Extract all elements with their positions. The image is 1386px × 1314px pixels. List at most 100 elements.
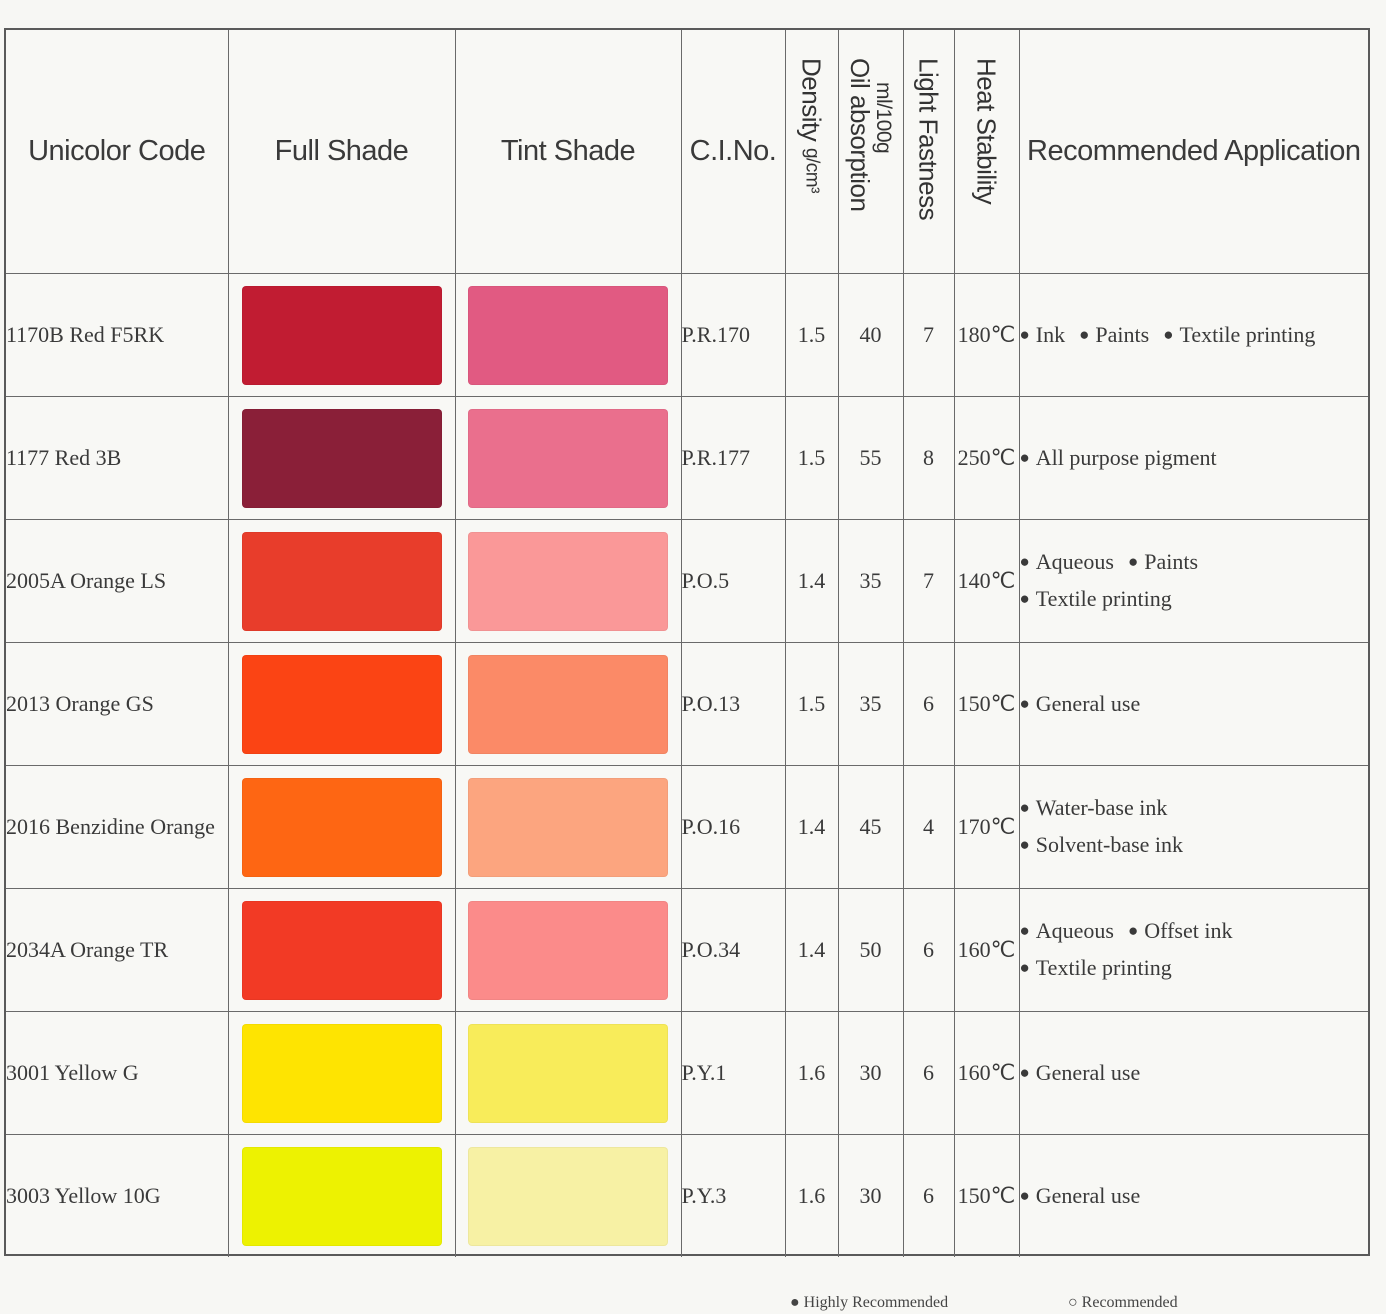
unicolor-code-cell: 3003 Yellow 10G bbox=[6, 1134, 229, 1257]
density-cell: 1.5 bbox=[784, 642, 839, 766]
legend-hollow-dot-icon: ○ bbox=[1068, 1294, 1078, 1311]
application-line: ● Textile printing bbox=[1020, 581, 1369, 618]
application-label: Aqueous bbox=[1035, 549, 1114, 574]
application-cell: ● Aqueous ● Paints ● Textile printing bbox=[1018, 519, 1369, 643]
legend-recommended-label: Recommended bbox=[1081, 1294, 1178, 1311]
heat-stability-cell: 170℃ bbox=[953, 765, 1020, 889]
tint-shade-cell bbox=[454, 273, 682, 397]
ci-no-cell: P.R.170 bbox=[680, 273, 786, 397]
application-cell: ● General use bbox=[1018, 1134, 1368, 1257]
legend: ● Highly Recommended ○ Recommended bbox=[0, 1294, 1386, 1314]
density-cell: 1.4 bbox=[784, 765, 839, 889]
density-cell: 1.5 bbox=[784, 273, 839, 397]
table-row: 2013 Orange GS P.O.13 1.5 35 6 150℃ ● General u… bbox=[6, 642, 1368, 766]
application-cell: ● General use bbox=[1018, 642, 1368, 766]
table-row: 3003 Yellow 10G P.Y.3 1.6 30 6 150℃ ● General u… bbox=[6, 1134, 1368, 1257]
oil-absorption-cell: 35 bbox=[837, 642, 904, 766]
table-row: 1177 Red 3B P.R.177 1.5 55 8 250℃ ● All purpose… bbox=[6, 396, 1369, 520]
tint-shade-swatch bbox=[468, 531, 668, 631]
bullet-dot-icon: ● bbox=[1019, 798, 1030, 817]
tint-shade-cell bbox=[454, 519, 682, 643]
application-item: ● Water-base ink bbox=[1020, 795, 1168, 820]
full-shade-swatch bbox=[241, 900, 442, 1000]
heat-stability-cell: 140℃ bbox=[953, 519, 1020, 643]
tint-shade-cell bbox=[454, 642, 682, 766]
header-oil-label: Oil absorption bbox=[845, 58, 875, 212]
application-item: ● Offset ink bbox=[1128, 918, 1232, 943]
ci-no-cell: P.O.34 bbox=[680, 888, 786, 1012]
application-cell: ● General use bbox=[1018, 1011, 1368, 1135]
unicolor-code-cell: 1170B Red F5RK bbox=[6, 273, 229, 397]
full-shade-swatch bbox=[241, 1023, 442, 1123]
density-cell: 1.4 bbox=[784, 888, 839, 1012]
header-density-label: Density bbox=[796, 58, 827, 142]
application-label: Solvent-base ink bbox=[1035, 832, 1184, 857]
ci-no-cell: P.O.16 bbox=[680, 765, 786, 889]
full-shade-cell bbox=[227, 396, 456, 520]
table-row: 2005A Orange LS P.O.5 1.4 35 7 140℃ ● Aqueous ● P… bbox=[6, 519, 1369, 643]
light-fastness-cell: 7 bbox=[902, 519, 955, 643]
application-label: General use bbox=[1035, 690, 1141, 716]
bullet-dot-icon: ● bbox=[1019, 1062, 1030, 1082]
application-label: Textile printing bbox=[1035, 955, 1172, 980]
tint-shade-swatch bbox=[468, 777, 668, 877]
application-item: ● Solvent-base ink bbox=[1020, 832, 1184, 857]
oil-absorption-cell: 45 bbox=[837, 765, 904, 889]
bullet-dot-icon: ● bbox=[1079, 324, 1090, 344]
application-line: ● Textile printing bbox=[1020, 950, 1369, 987]
application-label: General use bbox=[1035, 1059, 1141, 1085]
application-label: All purpose pigment bbox=[1035, 444, 1217, 470]
oil-absorption-cell: 55 bbox=[837, 396, 904, 520]
bullet-dot-icon: ● bbox=[1019, 589, 1030, 608]
ci-no-cell: P.R.177 bbox=[680, 396, 786, 520]
oil-absorption-cell: 35 bbox=[837, 519, 904, 643]
bullet-dot-icon: ● bbox=[1019, 324, 1030, 344]
light-fastness-cell: 6 bbox=[902, 1134, 955, 1257]
application-item: ● Aqueous bbox=[1020, 918, 1115, 943]
application-line: ● All purpose pigment bbox=[1020, 440, 1369, 477]
table-row: 2016 Benzidine Orange P.O.16 1.4 45 4 170℃ ● Wa… bbox=[6, 765, 1368, 889]
application-cell: ● Aqueous ● Offset ink ● Textile printing bbox=[1018, 888, 1369, 1012]
full-shade-cell bbox=[227, 1011, 456, 1135]
bullet-dot-icon: ● bbox=[1019, 447, 1030, 467]
unicolor-code-cell: 2005A Orange LS bbox=[6, 519, 229, 643]
header-full-shade: Full Shade bbox=[227, 30, 456, 274]
application-line: ● Aqueous ● Paints bbox=[1020, 544, 1369, 581]
application-label: Paints bbox=[1144, 549, 1199, 574]
pigment-table-frame: Unicolor Code Full Shade Tint Shade C.I.… bbox=[4, 28, 1370, 1257]
pigment-table: Unicolor Code Full Shade Tint Shade C.I.… bbox=[6, 30, 1368, 1257]
application-item: ● General use bbox=[1020, 1183, 1141, 1208]
header-unicolor-code: Unicolor Code bbox=[6, 30, 229, 274]
ci-no-cell: P.Y.1 bbox=[680, 1011, 786, 1135]
full-shade-swatch bbox=[241, 285, 442, 385]
application-label: Textile printing bbox=[1179, 321, 1316, 347]
tint-shade-swatch bbox=[468, 900, 668, 1000]
density-cell: 1.4 bbox=[784, 519, 839, 643]
full-shade-swatch bbox=[241, 531, 442, 631]
header-light-label: Light Fastness bbox=[913, 58, 944, 221]
tint-shade-cell bbox=[454, 765, 682, 889]
density-cell: 1.6 bbox=[784, 1011, 839, 1135]
full-shade-cell bbox=[227, 1134, 456, 1257]
application-label: Aqueous bbox=[1035, 918, 1114, 943]
full-shade-cell bbox=[227, 642, 456, 766]
full-shade-swatch bbox=[241, 1146, 442, 1246]
density-cell: 1.6 bbox=[784, 1134, 839, 1257]
table-row: 2034A Orange TR P.O.34 1.4 50 6 160℃ ● Aqueous ●… bbox=[6, 888, 1369, 1012]
bullet-dot-icon: ● bbox=[1019, 921, 1030, 940]
light-fastness-cell: 8 bbox=[902, 396, 955, 520]
unicolor-code-cell: 2016 Benzidine Orange bbox=[6, 765, 229, 889]
light-fastness-cell: 6 bbox=[902, 888, 955, 1012]
unicolor-code-cell: 3001 Yellow G bbox=[6, 1011, 229, 1135]
application-item: ● General use bbox=[1020, 691, 1141, 716]
application-label: Textile printing bbox=[1035, 586, 1172, 611]
application-item: ● Textile printing bbox=[1163, 322, 1315, 347]
ci-no-cell: P.O.13 bbox=[680, 642, 786, 766]
application-label: Paints bbox=[1095, 321, 1150, 347]
bullet-dot-icon: ● bbox=[1019, 693, 1030, 713]
application-cell: ● All purpose pigment bbox=[1018, 396, 1369, 520]
application-label: Water-base ink bbox=[1035, 795, 1168, 820]
table-row: 1170B Red F5RK P.R.170 1.5 40 7 180℃ ● Ink ● Pain… bbox=[6, 273, 1368, 397]
bullet-dot-icon: ● bbox=[1019, 552, 1030, 571]
full-shade-swatch bbox=[241, 408, 442, 508]
